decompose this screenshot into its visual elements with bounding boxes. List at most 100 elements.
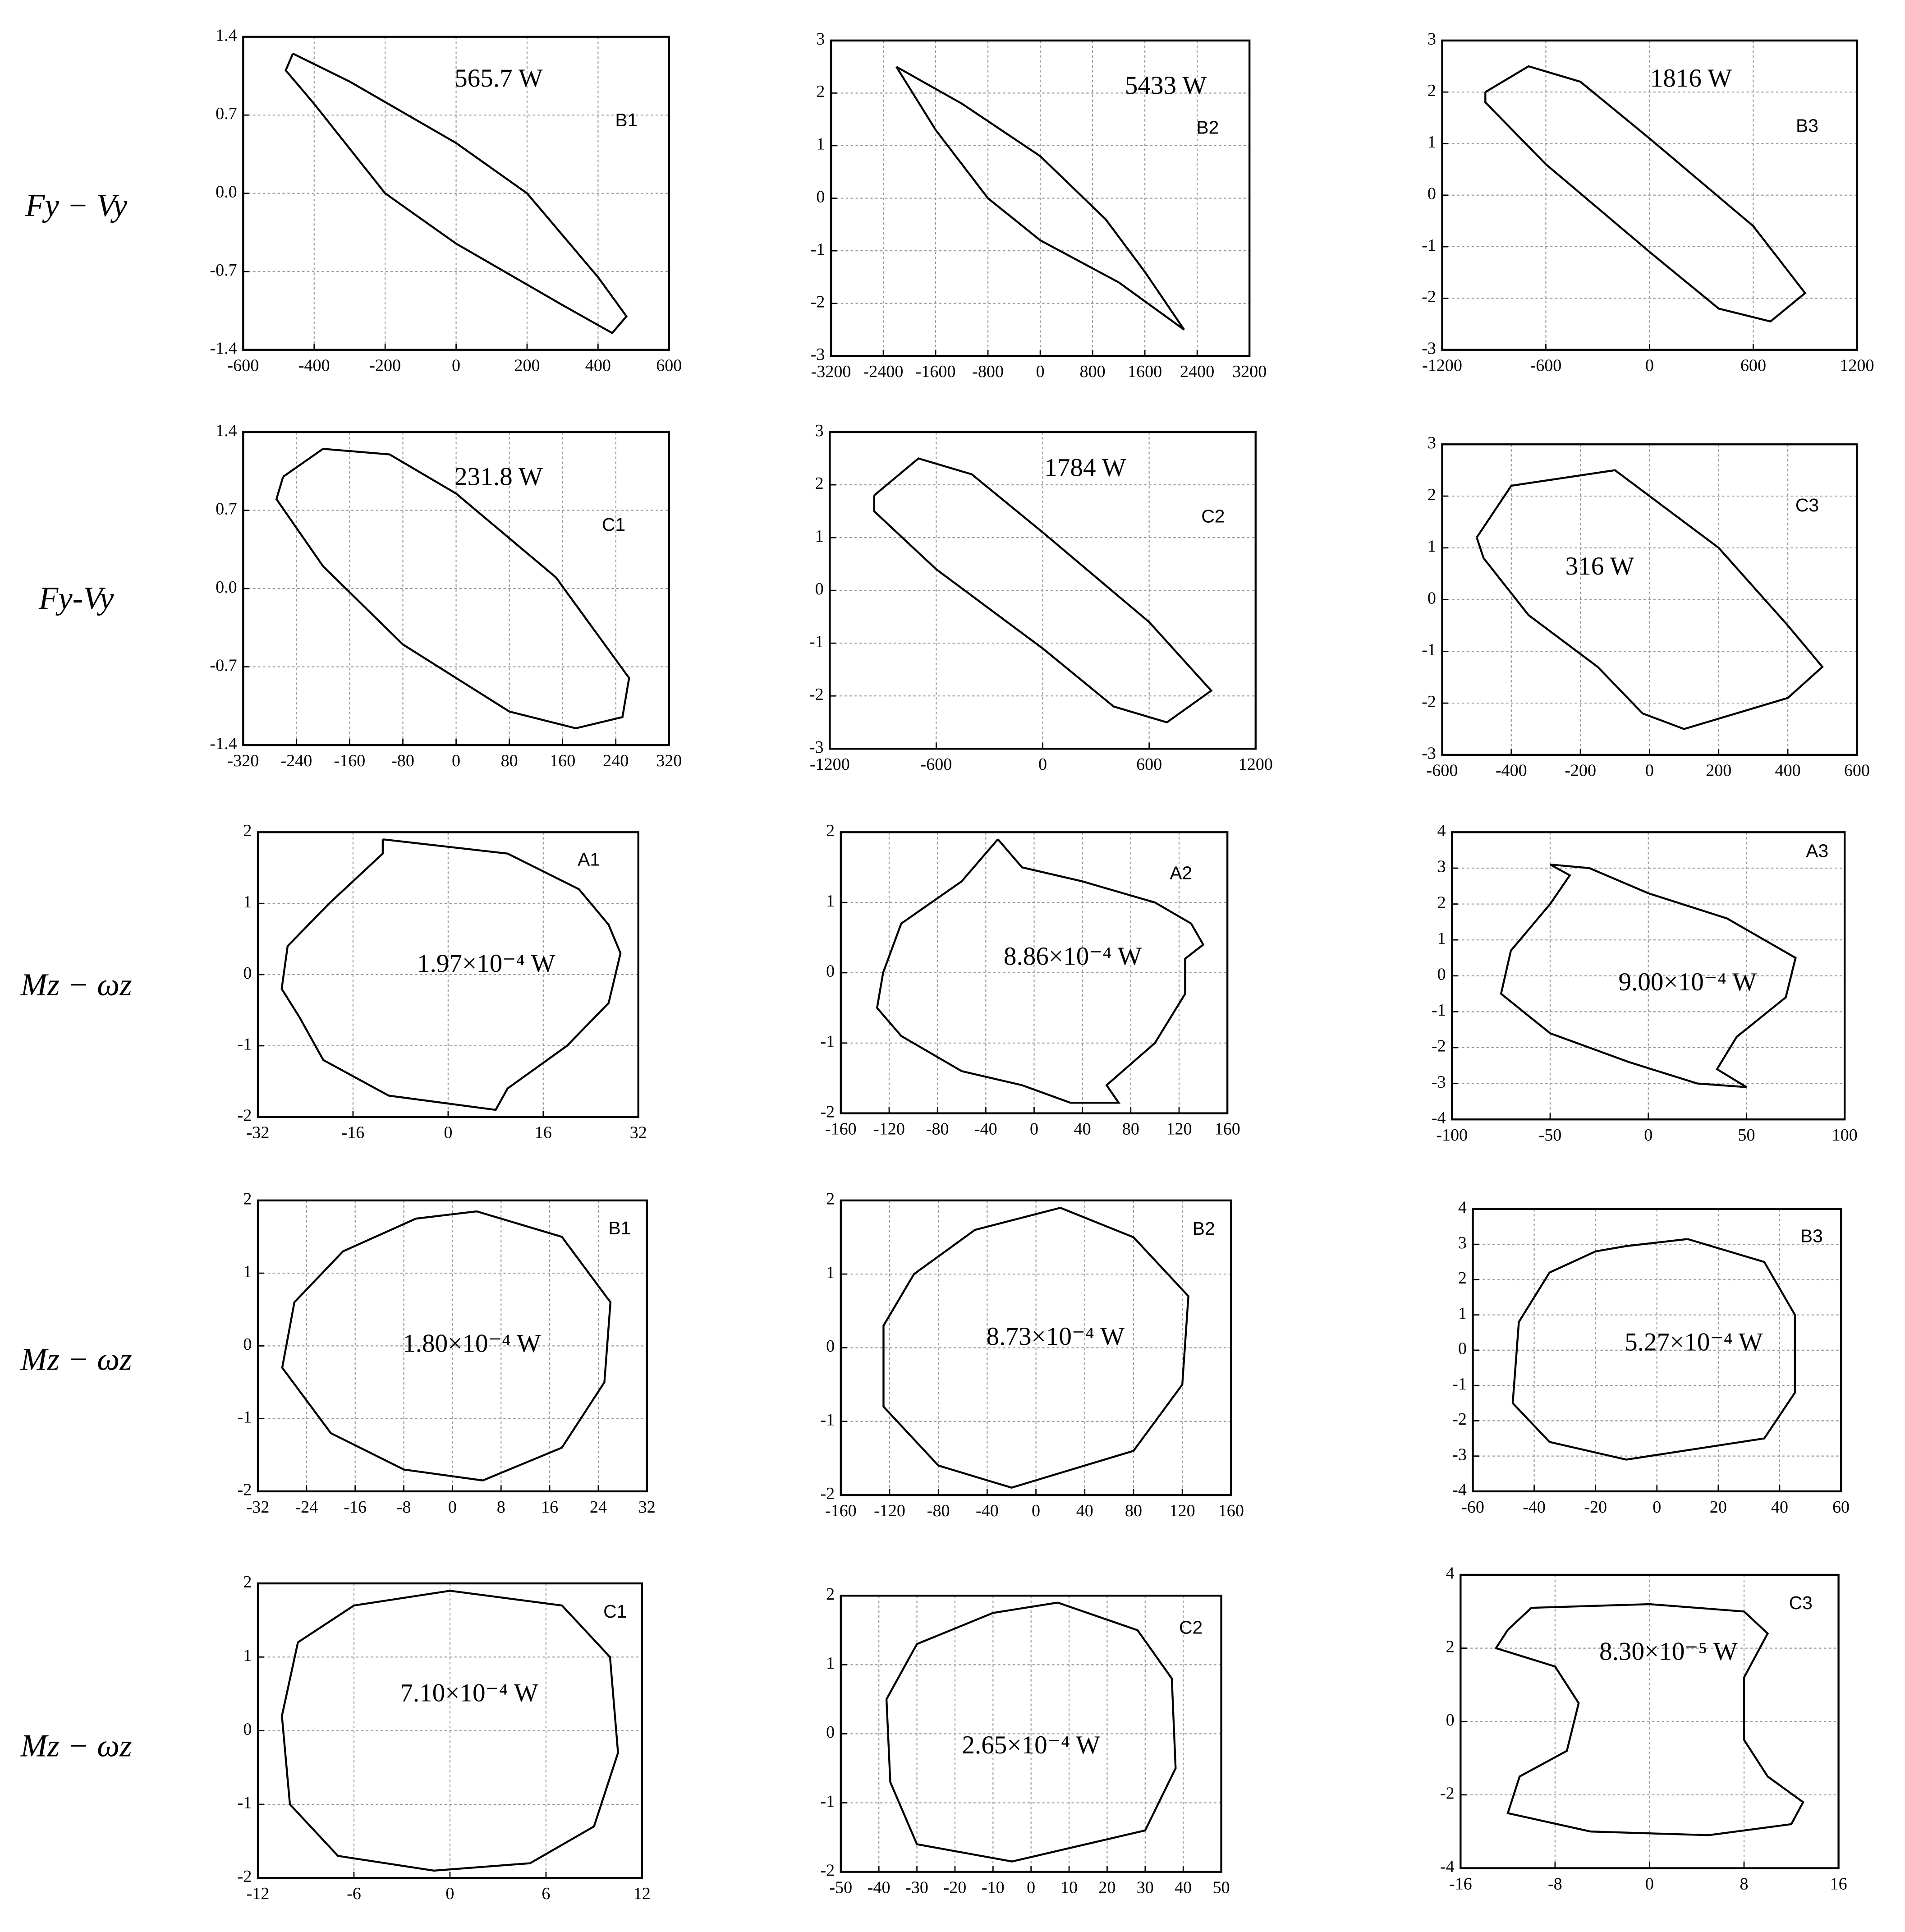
y-tick-label: 2	[826, 1585, 835, 1604]
plot-frame	[1472, 1208, 1842, 1493]
x-tick-label: 80	[501, 751, 518, 770]
y-tick-label: 1	[243, 1646, 252, 1665]
plot-frame	[257, 1199, 648, 1493]
x-tick-label: 160	[1215, 1119, 1240, 1138]
x-tick-label: 20	[1710, 1498, 1727, 1517]
loop-curve	[281, 1210, 612, 1481]
x-tick-label: -40	[976, 1501, 999, 1520]
plot-frame	[1441, 443, 1858, 756]
x-tick-label: 0	[1036, 362, 1045, 381]
panel-label: B3	[1796, 115, 1818, 136]
x-tick-label: -40	[868, 1878, 891, 1897]
y-tick-label: 0.0	[216, 182, 237, 201]
x-tick-label: 320	[656, 751, 682, 770]
x-tick-label: 0	[444, 1123, 452, 1142]
x-tick-label: 120	[1166, 1119, 1192, 1138]
panel-label: A2	[1170, 863, 1192, 883]
plot-frame	[830, 39, 1251, 357]
annotation: 1784 W	[1044, 453, 1126, 482]
x-tick-label: 0	[1653, 1498, 1661, 1517]
x-tick-label: 1600	[1128, 362, 1162, 381]
plot-frame	[1451, 831, 1846, 1121]
x-tick-label: 600	[1844, 761, 1870, 780]
panel-label: B2	[1193, 1218, 1215, 1239]
y-tick-label: 0	[1458, 1339, 1467, 1358]
y-tick-label: -1	[1452, 1375, 1467, 1394]
plot-frame	[1441, 39, 1858, 351]
x-tick-label: 400	[585, 356, 611, 375]
annotation: 9.00×10⁻⁴ W	[1618, 968, 1757, 996]
y-tick-label: -2	[1422, 287, 1436, 306]
y-tick-label: 1	[826, 1654, 835, 1673]
x-tick-label: 0	[1645, 1874, 1654, 1893]
x-tick-label: 50	[1738, 1126, 1755, 1145]
y-tick-label: 1	[816, 135, 825, 154]
y-tick-label: -2	[809, 685, 824, 704]
x-tick-label: -320	[227, 751, 259, 770]
panel-label: B1	[608, 1218, 631, 1238]
panel-label: C2	[1201, 506, 1225, 526]
x-tick-label: -40	[1523, 1498, 1546, 1517]
x-tick-label: 0	[1645, 356, 1654, 375]
x-tick-label: 160	[550, 751, 575, 770]
x-tick-label: -600	[921, 755, 952, 774]
y-tick-label: 4	[1446, 1564, 1455, 1583]
x-tick-label: 32	[630, 1123, 647, 1142]
y-tick-label: 2	[816, 82, 825, 101]
annotation: 5433 W	[1125, 71, 1207, 100]
loop-curve	[1500, 863, 1797, 1088]
x-tick-label: -3200	[811, 362, 851, 381]
loop-curve	[895, 66, 1185, 331]
y-tick-label: -2	[1452, 1410, 1467, 1429]
y-tick-label: -1	[820, 1411, 835, 1430]
annotation: 7.10×10⁻⁴ W	[400, 1679, 538, 1707]
x-tick-label: 40	[1076, 1501, 1093, 1520]
y-tick-label: -2	[820, 1102, 835, 1121]
x-tick-label: -30	[905, 1878, 928, 1897]
x-tick-label: 0	[1038, 755, 1047, 774]
x-tick-label: 60	[1832, 1498, 1850, 1517]
x-tick-label: 400	[1775, 761, 1801, 780]
annotation: 8.30×10⁻⁵ W	[1599, 1638, 1738, 1666]
y-tick-label: -1	[1422, 640, 1436, 659]
y-tick-label: 0	[826, 962, 835, 981]
y-tick-label: 2	[826, 821, 835, 840]
y-tick-label: 3	[1458, 1233, 1467, 1252]
y-tick-label: 2	[826, 1190, 835, 1209]
y-tick-label: 1	[243, 892, 252, 911]
y-tick-label: -0.7	[210, 656, 237, 675]
loop-curve	[885, 1601, 1177, 1863]
annotation: 8.86×10⁻⁴ W	[1004, 942, 1142, 971]
loop-curve	[275, 447, 630, 730]
y-tick-label: 3	[1428, 433, 1436, 452]
x-tick-label: 24	[590, 1498, 607, 1517]
annotation: 2.65×10⁻⁴ W	[962, 1731, 1100, 1759]
y-tick-label: 3	[815, 421, 824, 440]
x-tick-label: -1600	[916, 362, 956, 381]
panel-label: C2	[1179, 1617, 1203, 1638]
y-tick-label: -2	[1432, 1037, 1446, 1056]
y-tick-label: -2	[820, 1861, 835, 1880]
loop-curve	[280, 838, 622, 1111]
x-tick-label: 1200	[1840, 356, 1874, 375]
x-tick-label: 600	[656, 356, 682, 375]
x-tick-label: 80	[1122, 1119, 1139, 1138]
x-tick-label: 0	[452, 356, 460, 375]
x-tick-label: 20	[1098, 1878, 1115, 1897]
y-tick-label: 1.4	[216, 26, 237, 45]
y-tick-label: 0	[815, 580, 824, 598]
y-tick-label: 0	[1428, 589, 1436, 607]
y-tick-label: -3	[811, 345, 825, 364]
annotation: 5.27×10⁻⁴ W	[1625, 1328, 1763, 1356]
x-tick-label: -400	[298, 356, 330, 375]
y-tick-label: 1	[826, 892, 835, 911]
x-tick-label: 12	[633, 1884, 651, 1903]
x-tick-label: 30	[1137, 1878, 1154, 1897]
x-tick-label: -120	[874, 1501, 905, 1520]
x-tick-label: 8	[497, 1498, 505, 1517]
plot-frame	[829, 431, 1257, 750]
panel-label: B2	[1196, 117, 1219, 138]
x-tick-label: -50	[829, 1878, 852, 1897]
x-tick-label: -80	[927, 1501, 950, 1520]
